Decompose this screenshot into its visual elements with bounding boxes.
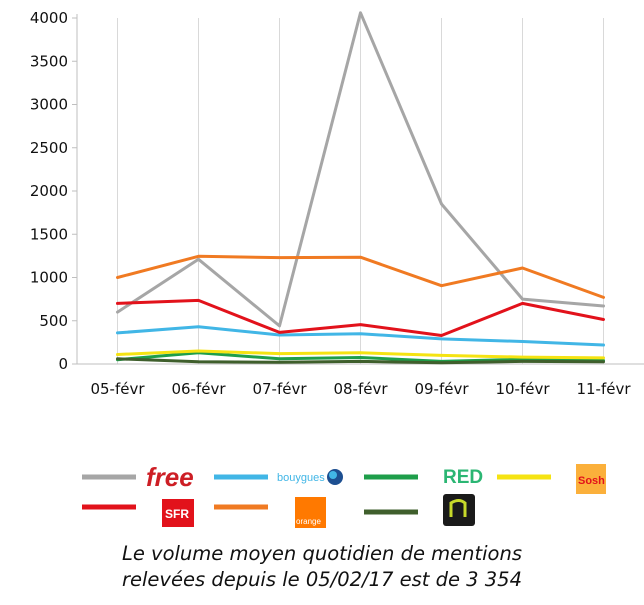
legend-logo-sfr: SFR <box>162 499 194 527</box>
x-tick-label: 06-févr <box>171 380 226 398</box>
x-tick-label: 08-févr <box>333 380 388 398</box>
x-axis-ticks: 05-févr 06-févr 07-févr 08-févr 09-févr 10-fé… <box>90 380 631 398</box>
series-line-orange <box>116 254 605 299</box>
legend-logo-sosh: Sosh <box>576 464 606 494</box>
y-axis-ticks: 0 500 1000 1500 2000 2500 3000 3500 4000 <box>30 9 77 373</box>
svg-text:bouygues: bouygues <box>277 472 325 484</box>
series-line-sfr <box>116 298 605 337</box>
svg-text:orange: orange <box>296 517 321 526</box>
x-tick-label: 09-févr <box>414 380 469 398</box>
y-tick-label: 2000 <box>30 182 68 200</box>
legend-logo-nrj-mobile <box>443 494 475 526</box>
y-tick-label: 500 <box>39 312 68 330</box>
legend-logo-free: free <box>146 462 194 492</box>
y-tick-label: 3500 <box>30 52 68 70</box>
y-tick-label: 0 <box>58 355 68 373</box>
x-tick-label: 05-févr <box>90 380 145 398</box>
y-tick-label: 3000 <box>30 96 68 114</box>
series-line-bouygues <box>116 325 605 347</box>
legend: free bouygues RED Sosh SFR orange <box>82 462 606 528</box>
series-line-free <box>116 11 605 328</box>
series-line-sosh <box>116 349 605 360</box>
line-chart: 0 500 1000 1500 2000 2500 3000 3500 4000 05-févr… <box>30 9 644 528</box>
x-tick-label: 11-févr <box>576 380 631 398</box>
caption: Le volume moyen quotidien de mentions re… <box>0 541 644 593</box>
y-tick-label: 1500 <box>30 225 68 243</box>
y-tick-label: 1000 <box>30 269 68 287</box>
legend-logo-bouygues: bouygues <box>277 469 343 485</box>
x-tick-label: 07-févr <box>252 380 307 398</box>
series-lines <box>116 11 605 365</box>
svg-text:SFR: SFR <box>165 507 189 521</box>
axes <box>76 14 644 365</box>
grid-lines <box>117 18 604 364</box>
caption-line-2: relevées depuis le 05/02/17 est de 3 354 <box>122 568 522 591</box>
legend-logo-red: RED <box>443 467 483 488</box>
y-tick-label: 2500 <box>30 139 68 157</box>
legend-logo-orange: orange <box>295 497 326 528</box>
svg-text:Sosh: Sosh <box>578 475 605 487</box>
caption-line-1: Le volume moyen quotidien de mentions <box>121 542 523 565</box>
x-tick-label: 10-févr <box>495 380 550 398</box>
y-tick-label: 4000 <box>30 9 68 27</box>
series-line-nrj-mobile <box>116 357 605 365</box>
series-line-red <box>116 351 605 363</box>
